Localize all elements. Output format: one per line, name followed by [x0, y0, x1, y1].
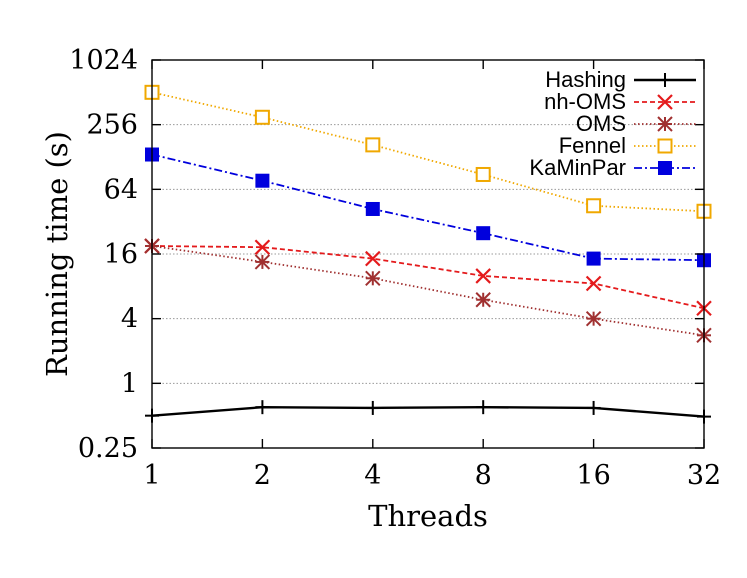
- x-tick-label: 1: [143, 460, 160, 491]
- data-point: [365, 250, 381, 267]
- x-axis-label: Threads: [368, 499, 488, 533]
- y-axis-label: Running time (s): [40, 131, 74, 377]
- x-tick-label: 8: [475, 460, 492, 491]
- y-tick-label: 4: [121, 304, 138, 335]
- series-line: [151, 91, 705, 213]
- x-tick-label: 16: [576, 460, 610, 491]
- data-point: [475, 166, 491, 182]
- series-line: [151, 245, 705, 337]
- series-kaminpar: [145, 147, 711, 268]
- data-point: [475, 268, 491, 284]
- data-point: [476, 400, 491, 415]
- series-line: [151, 245, 705, 310]
- grid-lines: [152, 124, 704, 384]
- data-point: [586, 198, 602, 214]
- legend-marker: [657, 138, 673, 154]
- legend-marker: [658, 73, 672, 87]
- y-tick-label: 1024: [69, 45, 138, 76]
- data-point: [585, 310, 602, 327]
- data-point: [255, 173, 270, 188]
- data-point: [586, 400, 601, 415]
- data-point: [365, 270, 381, 287]
- legend-label: Fennel: [559, 133, 626, 158]
- data-point: [365, 201, 380, 216]
- series-line: [151, 153, 705, 262]
- y-tick-label: 0.25: [78, 433, 138, 464]
- series-line: [151, 405, 705, 418]
- data-point: [365, 137, 381, 153]
- legend-label: OMS: [576, 111, 626, 136]
- data-point: [365, 400, 380, 415]
- data-point: [254, 254, 271, 270]
- y-tick-label: 1: [121, 368, 138, 399]
- x-tick-label: 2: [254, 460, 271, 491]
- legend-label: nh-OMS: [544, 89, 626, 114]
- y-tick-label: 256: [86, 110, 138, 141]
- data-point: [475, 292, 491, 308]
- legend-marker: [657, 116, 673, 132]
- series-oms: [144, 238, 712, 344]
- legend-marker: [658, 161, 672, 175]
- x-tick-label: 4: [364, 460, 381, 491]
- legend-marker: [657, 94, 673, 110]
- data-point: [585, 275, 602, 292]
- data-point: [586, 251, 601, 266]
- y-tick-label: 16: [104, 239, 138, 270]
- x-tick-label: 32: [687, 460, 721, 491]
- data-point: [255, 400, 270, 415]
- data-point: [254, 109, 270, 125]
- legend-label: Hashing: [545, 67, 626, 92]
- y-tick-label: 64: [104, 174, 138, 205]
- series-nh-oms: [144, 238, 712, 317]
- data-point: [476, 226, 491, 241]
- data-point: [254, 239, 271, 256]
- series-group: [144, 84, 712, 424]
- series-hashing: [145, 400, 711, 424]
- legend-label: KaMinPar: [529, 155, 626, 180]
